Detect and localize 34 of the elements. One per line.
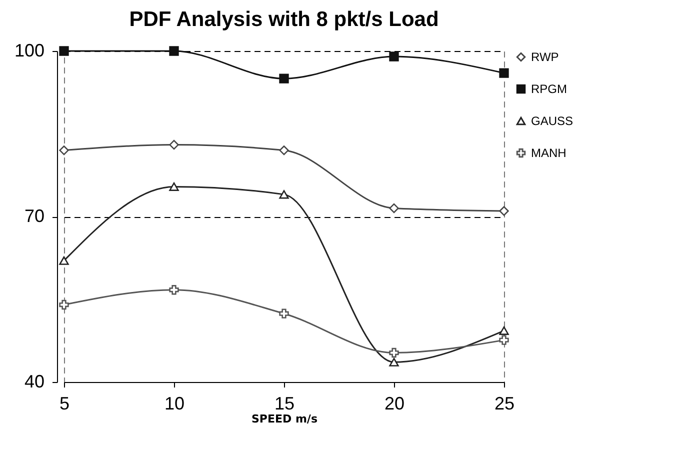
point [499, 68, 509, 78]
y-tick-label: 70 [24, 206, 44, 226]
point [169, 182, 179, 191]
point [279, 308, 289, 318]
x-tick-label: 10 [164, 394, 185, 414]
x-axis-title: SPEED m/s [252, 412, 318, 426]
point [279, 74, 289, 84]
point [59, 145, 69, 156]
y-tick-label: 40 [24, 372, 44, 392]
x-tick-label: 15 [274, 394, 295, 414]
x-tick-label: 5 [59, 394, 70, 414]
point [279, 145, 289, 156]
point [389, 358, 399, 366]
point [59, 300, 69, 310]
point [59, 256, 69, 265]
point [499, 206, 509, 216]
legend-label: RPGM [531, 82, 568, 96]
point [389, 203, 399, 214]
chart-title: PDF Analysis with 8 pkt/s Load [129, 8, 439, 31]
x-tick-label: 25 [494, 394, 515, 414]
legend-label: GAUSS [531, 114, 574, 128]
point [279, 190, 289, 199]
point [169, 285, 179, 295]
point [169, 140, 179, 150]
point [499, 335, 509, 345]
point [169, 46, 179, 56]
point [389, 52, 399, 62]
point [499, 326, 509, 335]
legend-label: MANH [531, 146, 566, 160]
legend-label: RWP [531, 50, 559, 64]
x-tick-label: 20 [384, 394, 405, 414]
point [59, 46, 69, 56]
y-tick-label: 100 [14, 40, 44, 60]
point [389, 348, 399, 358]
